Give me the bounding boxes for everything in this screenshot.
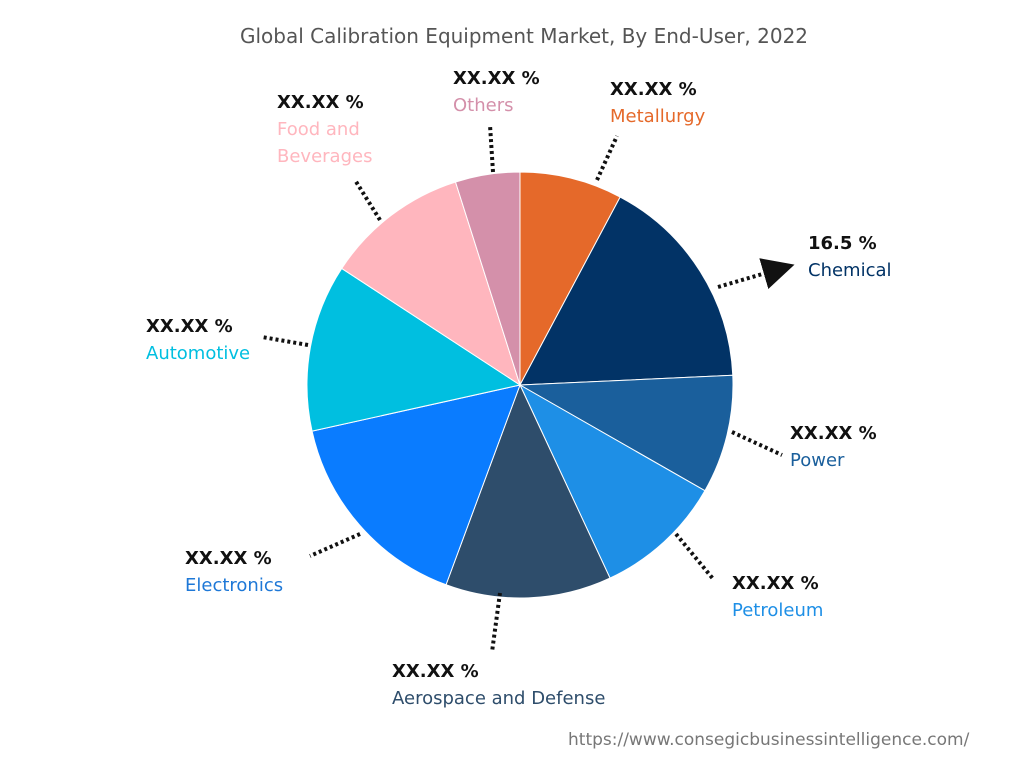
source-url[interactable]: https://www.consegicbusinessintelligence… <box>568 730 970 750</box>
slice-food-and-beverages <box>341 181 521 387</box>
label-name: Automotive <box>146 343 251 364</box>
leader-line <box>595 135 619 181</box>
leader-line <box>488 124 495 173</box>
label-name: Electronics <box>185 575 284 596</box>
data-label: XX.XX % Electronics <box>185 545 283 599</box>
leader-line <box>717 258 795 289</box>
slice-metallurgy <box>519 171 621 386</box>
label-value: XX.XX % <box>610 79 697 100</box>
leader-line <box>490 592 502 653</box>
data-label: XX.XX % Petroleum <box>732 570 823 624</box>
data-label: 16.5 % Chemical <box>808 230 892 284</box>
slice-others <box>454 171 521 386</box>
chart-title: Global Calibration Equipment Market, By … <box>239 24 809 48</box>
label-value: XX.XX % <box>392 661 479 682</box>
label-name: Chemical <box>808 260 892 281</box>
slice-petroleum <box>518 383 706 579</box>
label-name: Aerospace and Defense <box>392 688 606 709</box>
data-label: XX.XX % Metallurgy <box>610 76 705 130</box>
label-value: XX.XX % <box>277 92 364 113</box>
slice-aerospace-and-defense <box>445 383 611 599</box>
data-label: XX.XX % Aerospace and Defense <box>392 658 605 712</box>
label-value: XX.XX % <box>185 548 272 569</box>
leader-line <box>674 532 716 582</box>
label-value: 16.5 % <box>808 233 877 254</box>
label-value: XX.XX % <box>146 316 233 337</box>
slice-electronics <box>311 384 521 586</box>
leader-line <box>309 532 361 558</box>
label-name: Power <box>790 450 845 471</box>
label-name: Others <box>453 95 514 116</box>
slice-chemical <box>519 196 734 386</box>
label-value: XX.XX % <box>732 573 819 594</box>
data-label: XX.XX % Power <box>790 420 877 474</box>
data-label: XX.XX % Food and Beverages <box>277 89 372 170</box>
label-value: XX.XX % <box>453 68 540 89</box>
label-name: Petroleum <box>732 600 824 621</box>
slice-automotive <box>306 267 522 432</box>
leader-line <box>353 178 382 222</box>
leader-line <box>731 430 783 457</box>
label-name: Food and Beverages <box>277 119 373 167</box>
data-label: XX.XX % Others <box>453 65 540 119</box>
label-name: Metallurgy <box>610 106 706 127</box>
data-label: XX.XX % Automotive <box>146 313 250 367</box>
slice-power <box>518 374 734 492</box>
label-value: XX.XX % <box>790 423 877 444</box>
leader-line <box>261 335 309 347</box>
